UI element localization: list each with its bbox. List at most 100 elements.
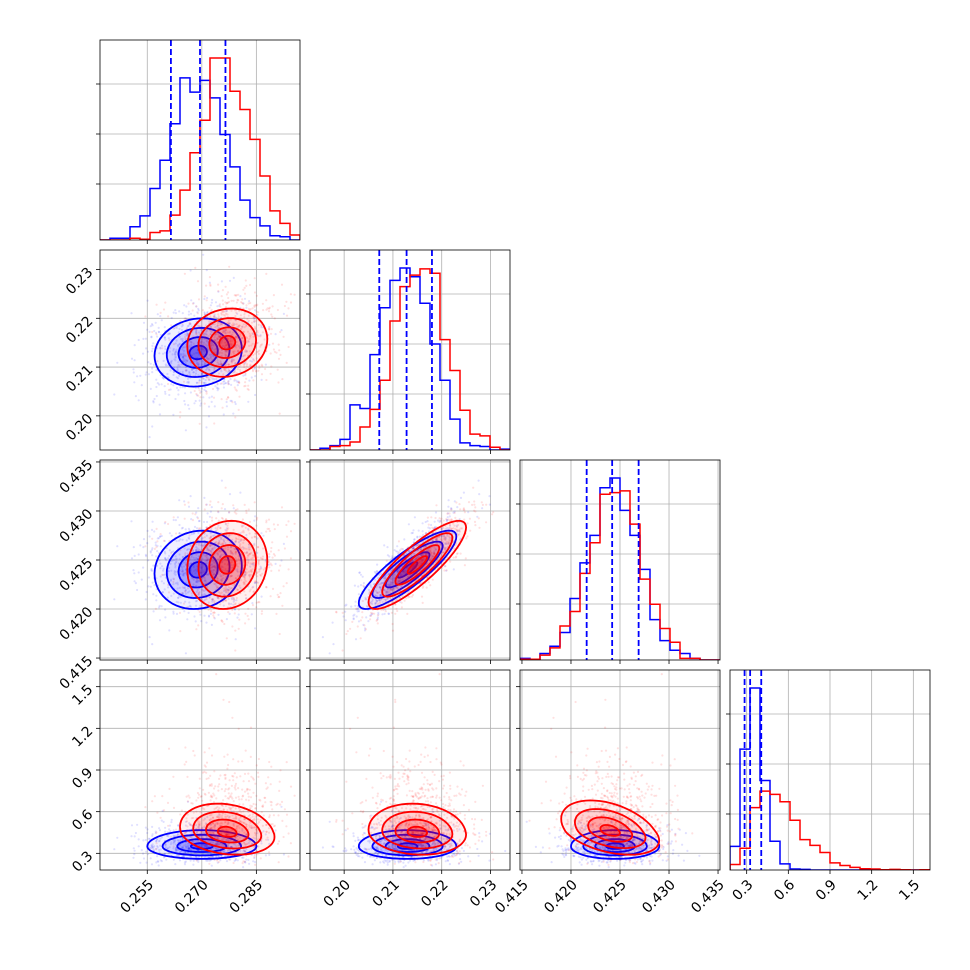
scatter-point bbox=[220, 579, 223, 583]
scatter-point bbox=[440, 535, 443, 538]
scatter-point bbox=[219, 555, 222, 558]
scatter-point bbox=[227, 839, 230, 842]
scatter-point bbox=[155, 840, 158, 843]
scatter-point bbox=[214, 334, 217, 337]
scatter-point bbox=[374, 589, 377, 592]
scatter-point bbox=[181, 312, 184, 315]
scatter-point bbox=[224, 353, 227, 356]
scatter-point bbox=[213, 534, 216, 537]
scatter-point bbox=[132, 371, 135, 374]
scatter-point bbox=[384, 608, 387, 611]
scatter-point bbox=[359, 619, 362, 622]
scatter-point bbox=[182, 346, 185, 349]
scatter-point bbox=[237, 408, 240, 411]
scatter-point bbox=[199, 572, 202, 575]
scatter-point bbox=[221, 560, 224, 563]
scatter-point bbox=[285, 523, 288, 527]
scatter-point bbox=[256, 546, 259, 549]
scatter-point bbox=[214, 529, 218, 533]
scatter-point bbox=[215, 386, 218, 389]
scatter-point bbox=[442, 526, 445, 529]
scatter-point bbox=[221, 620, 224, 624]
scatter-point bbox=[213, 600, 216, 603]
scatter-point bbox=[250, 356, 253, 359]
scatter-point bbox=[425, 552, 428, 556]
scatter-point bbox=[220, 543, 223, 546]
scatter-point bbox=[197, 363, 200, 366]
scatter-point bbox=[217, 855, 220, 858]
scatter-point bbox=[258, 570, 261, 573]
scatter-point bbox=[160, 565, 164, 568]
scatter-point bbox=[204, 324, 208, 327]
scatter-point bbox=[136, 375, 139, 378]
scatter-point bbox=[168, 332, 171, 335]
scatter-point bbox=[177, 345, 180, 348]
scatter-point bbox=[220, 577, 224, 580]
scatter-point bbox=[361, 611, 364, 614]
scatter-point bbox=[181, 570, 184, 573]
scatter-point bbox=[395, 550, 398, 553]
scatter-point bbox=[146, 529, 149, 533]
scatter-point bbox=[227, 291, 230, 294]
scatter-point bbox=[413, 516, 416, 519]
scatter-point bbox=[227, 589, 230, 592]
scatter-point bbox=[418, 535, 421, 538]
scatter-point bbox=[156, 382, 159, 385]
scatter-point bbox=[170, 841, 173, 844]
scatter-point bbox=[215, 540, 218, 544]
scatter-point bbox=[184, 588, 187, 592]
scatter-point bbox=[341, 611, 344, 615]
scatter-point bbox=[166, 372, 169, 376]
scatter-point bbox=[473, 520, 477, 524]
scatter-point bbox=[243, 582, 246, 585]
scatter-point bbox=[142, 852, 145, 855]
scatter-point bbox=[167, 522, 170, 526]
scatter-point bbox=[220, 516, 223, 520]
scatter-point bbox=[243, 503, 246, 506]
scatter-point bbox=[275, 351, 278, 354]
scatter-point bbox=[204, 598, 207, 601]
scatter-point bbox=[234, 557, 237, 560]
scatter-point bbox=[221, 503, 224, 506]
scatter-point bbox=[164, 557, 167, 560]
scatter-point bbox=[209, 315, 212, 318]
scatter-point bbox=[268, 566, 271, 569]
scatter-point bbox=[222, 838, 225, 841]
scatter-point bbox=[195, 584, 198, 587]
scatter-point bbox=[234, 362, 237, 365]
scatter-point bbox=[244, 381, 247, 384]
scatter-point bbox=[378, 586, 382, 589]
scatter-point bbox=[211, 560, 214, 563]
scatter-point bbox=[207, 608, 210, 611]
scatter-point bbox=[174, 350, 177, 353]
scatter-point bbox=[195, 511, 198, 514]
scatter-point bbox=[376, 599, 379, 602]
scatter-point bbox=[481, 503, 484, 506]
scatter-point bbox=[450, 508, 453, 511]
scatter-point bbox=[242, 340, 245, 343]
scatter-point bbox=[162, 352, 165, 355]
scatter-point bbox=[144, 545, 147, 548]
scatter-point bbox=[244, 547, 247, 550]
scatter-point bbox=[199, 571, 202, 574]
scatter-point bbox=[160, 580, 163, 583]
scatter-point bbox=[168, 350, 171, 353]
scatter-point bbox=[195, 328, 198, 331]
scatter-point bbox=[210, 330, 213, 333]
scatter-point bbox=[199, 347, 202, 351]
scatter-point bbox=[215, 584, 218, 588]
scatter-point bbox=[254, 328, 257, 331]
scatter-point bbox=[231, 552, 234, 555]
scatter-point bbox=[260, 842, 263, 845]
scatter-point bbox=[236, 368, 239, 371]
scatter-point bbox=[251, 586, 254, 589]
scatter-point bbox=[197, 507, 200, 510]
scatter-point bbox=[391, 588, 394, 592]
scatter-point bbox=[142, 337, 145, 340]
scatter-point bbox=[227, 300, 231, 303]
scatter-point bbox=[205, 503, 208, 506]
scatter-point bbox=[225, 518, 228, 521]
scatter-point bbox=[216, 322, 219, 325]
scatter-point bbox=[396, 570, 399, 573]
scatter-point bbox=[413, 547, 416, 550]
